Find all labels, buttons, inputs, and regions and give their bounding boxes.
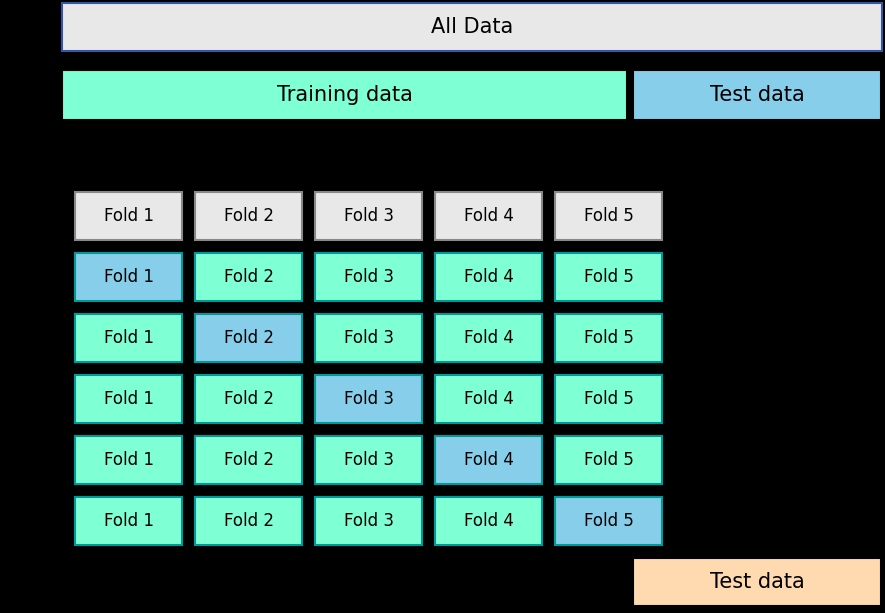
FancyBboxPatch shape <box>315 192 422 240</box>
FancyBboxPatch shape <box>555 192 662 240</box>
FancyBboxPatch shape <box>315 436 422 484</box>
FancyBboxPatch shape <box>75 375 182 423</box>
FancyBboxPatch shape <box>195 497 302 545</box>
FancyBboxPatch shape <box>435 436 542 484</box>
Text: Test data: Test data <box>710 572 804 592</box>
Text: Fold 1: Fold 1 <box>104 451 153 469</box>
Text: Test data: Test data <box>710 85 804 105</box>
FancyBboxPatch shape <box>435 375 542 423</box>
Text: Fold 3: Fold 3 <box>343 512 394 530</box>
Text: Fold 1: Fold 1 <box>104 329 153 347</box>
Text: Fold 1: Fold 1 <box>104 207 153 225</box>
FancyBboxPatch shape <box>62 70 627 120</box>
Text: Fold 2: Fold 2 <box>224 268 273 286</box>
Text: Fold 2: Fold 2 <box>224 390 273 408</box>
FancyBboxPatch shape <box>62 3 882 51</box>
FancyBboxPatch shape <box>555 436 662 484</box>
Text: Fold 4: Fold 4 <box>464 451 513 469</box>
FancyBboxPatch shape <box>195 375 302 423</box>
FancyBboxPatch shape <box>315 253 422 301</box>
Text: Fold 5: Fold 5 <box>583 329 634 347</box>
Text: Fold 5: Fold 5 <box>583 207 634 225</box>
Text: Fold 5: Fold 5 <box>583 390 634 408</box>
FancyBboxPatch shape <box>435 253 542 301</box>
FancyBboxPatch shape <box>75 314 182 362</box>
FancyBboxPatch shape <box>315 375 422 423</box>
Text: Fold 4: Fold 4 <box>464 329 513 347</box>
FancyBboxPatch shape <box>435 192 542 240</box>
Text: Fold 4: Fold 4 <box>464 207 513 225</box>
Text: Training data: Training data <box>276 85 412 105</box>
FancyBboxPatch shape <box>555 375 662 423</box>
Text: Fold 4: Fold 4 <box>464 268 513 286</box>
Text: Fold 5: Fold 5 <box>583 268 634 286</box>
Text: Fold 3: Fold 3 <box>343 451 394 469</box>
Text: Fold 3: Fold 3 <box>343 329 394 347</box>
Text: Fold 2: Fold 2 <box>224 329 273 347</box>
Text: Fold 1: Fold 1 <box>104 390 153 408</box>
Text: Fold 1: Fold 1 <box>104 512 153 530</box>
Text: All Data: All Data <box>431 17 513 37</box>
FancyBboxPatch shape <box>633 70 881 120</box>
FancyBboxPatch shape <box>555 497 662 545</box>
Text: Fold 3: Fold 3 <box>343 207 394 225</box>
FancyBboxPatch shape <box>555 253 662 301</box>
FancyBboxPatch shape <box>435 497 542 545</box>
FancyBboxPatch shape <box>75 192 182 240</box>
FancyBboxPatch shape <box>195 436 302 484</box>
FancyBboxPatch shape <box>315 314 422 362</box>
Text: Fold 2: Fold 2 <box>224 207 273 225</box>
Text: Fold 3: Fold 3 <box>343 390 394 408</box>
FancyBboxPatch shape <box>75 436 182 484</box>
FancyBboxPatch shape <box>633 558 881 606</box>
Text: Fold 2: Fold 2 <box>224 451 273 469</box>
FancyBboxPatch shape <box>435 314 542 362</box>
FancyBboxPatch shape <box>75 253 182 301</box>
FancyBboxPatch shape <box>195 192 302 240</box>
FancyBboxPatch shape <box>555 314 662 362</box>
Text: Fold 3: Fold 3 <box>343 268 394 286</box>
Text: Fold 1: Fold 1 <box>104 268 153 286</box>
FancyBboxPatch shape <box>315 497 422 545</box>
FancyBboxPatch shape <box>195 314 302 362</box>
Text: Fold 2: Fold 2 <box>224 512 273 530</box>
Text: Fold 4: Fold 4 <box>464 390 513 408</box>
FancyBboxPatch shape <box>75 497 182 545</box>
Text: Fold 5: Fold 5 <box>583 451 634 469</box>
Text: Fold 4: Fold 4 <box>464 512 513 530</box>
FancyBboxPatch shape <box>195 253 302 301</box>
Text: Fold 5: Fold 5 <box>583 512 634 530</box>
